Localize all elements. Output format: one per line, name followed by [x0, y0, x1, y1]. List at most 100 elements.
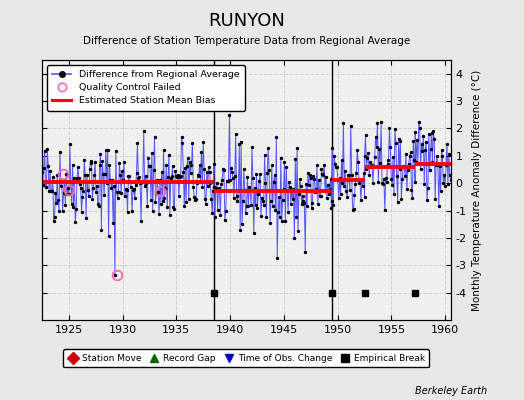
Point: [324, 182, 332, 188]
Point: [159, 147, 168, 153]
Point: [84, 186, 92, 193]
Point: [279, 186, 288, 192]
Point: [379, 181, 387, 187]
Point: [169, 204, 178, 210]
Point: [209, 188, 217, 194]
Point: [89, 185, 97, 191]
Point: [257, 213, 265, 219]
Point: [122, 185, 130, 192]
Point: [445, 172, 454, 178]
Point: [405, 161, 413, 168]
Point: [145, 163, 154, 170]
Point: [225, 112, 234, 118]
Point: [434, 203, 443, 210]
Point: [242, 210, 250, 217]
Point: [164, 174, 172, 180]
Point: [254, 190, 263, 197]
Point: [417, 166, 425, 172]
Point: [380, 176, 388, 182]
Point: [233, 198, 242, 204]
Point: [199, 139, 208, 145]
Point: [342, 188, 351, 195]
Point: [416, 125, 424, 131]
Point: [352, 170, 361, 177]
Point: [297, 182, 305, 189]
Point: [290, 235, 299, 241]
Point: [348, 206, 357, 213]
Point: [167, 175, 175, 181]
Point: [353, 146, 362, 153]
Point: [373, 119, 381, 126]
Point: [92, 188, 100, 195]
Point: [293, 144, 301, 151]
Point: [123, 209, 132, 215]
Point: [260, 152, 269, 158]
Point: [187, 170, 195, 176]
Point: [444, 181, 452, 188]
Point: [88, 160, 96, 166]
Point: [63, 191, 71, 197]
Point: [410, 157, 419, 163]
Point: [177, 172, 185, 179]
Point: [124, 172, 133, 179]
Point: [286, 184, 294, 190]
Point: [102, 147, 110, 154]
Point: [129, 187, 137, 194]
Point: [81, 172, 90, 178]
Point: [236, 226, 244, 233]
Point: [438, 153, 446, 160]
Point: [56, 148, 64, 155]
Point: [170, 206, 179, 212]
Point: [217, 181, 225, 187]
Point: [162, 162, 170, 168]
Point: [298, 192, 307, 199]
Point: [406, 153, 414, 159]
Point: [213, 180, 221, 187]
Point: [223, 178, 232, 184]
Point: [180, 203, 189, 210]
Point: [413, 160, 422, 166]
Point: [269, 179, 278, 186]
Point: [428, 130, 436, 136]
Point: [367, 163, 375, 170]
Point: [369, 180, 377, 186]
Point: [384, 156, 392, 163]
Point: [343, 194, 351, 200]
Point: [78, 209, 86, 215]
Point: [350, 206, 358, 212]
Point: [119, 159, 128, 165]
Point: [387, 175, 396, 182]
Point: [326, 176, 335, 182]
Point: [146, 162, 154, 169]
Point: [221, 216, 229, 223]
Point: [398, 176, 407, 182]
Point: [152, 190, 160, 197]
Point: [361, 153, 369, 159]
Point: [347, 172, 356, 178]
Point: [156, 177, 164, 184]
Point: [55, 208, 63, 214]
Point: [239, 166, 248, 172]
Point: [356, 177, 364, 184]
Text: RUNYON: RUNYON: [208, 12, 285, 30]
Point: [66, 140, 74, 147]
Point: [320, 161, 329, 168]
Point: [155, 210, 163, 217]
Point: [429, 127, 438, 134]
Point: [330, 153, 339, 159]
Point: [436, 188, 445, 194]
Point: [406, 149, 414, 155]
Point: [377, 118, 385, 125]
Point: [233, 193, 241, 200]
Point: [391, 126, 399, 132]
Point: [207, 196, 215, 202]
Point: [298, 201, 306, 207]
Point: [189, 184, 198, 190]
Point: [67, 179, 75, 185]
Point: [216, 212, 224, 218]
Point: [113, 195, 122, 202]
Point: [44, 163, 52, 169]
Point: [331, 160, 339, 167]
Point: [114, 189, 123, 195]
Point: [323, 194, 331, 201]
